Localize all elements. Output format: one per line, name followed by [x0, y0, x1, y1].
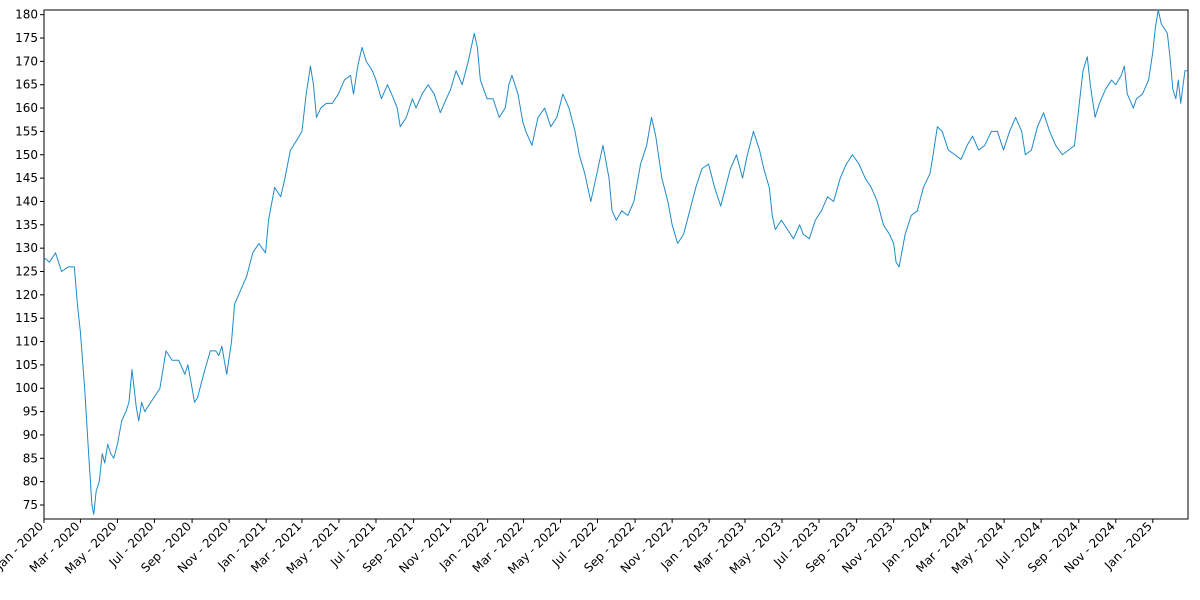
- y-tick-label: 125: [15, 265, 38, 279]
- y-tick-label: 115: [15, 311, 38, 325]
- series-line-0: [43, 9, 1188, 515]
- y-tick-label: 120: [15, 288, 38, 302]
- plot-frame: [43, 9, 1189, 520]
- y-tick-label: 90: [23, 428, 38, 442]
- y-tick-label: 150: [15, 148, 38, 162]
- y-tick-label: 135: [15, 218, 38, 232]
- y-tick-label: 130: [15, 241, 38, 255]
- y-tick-label: 80: [23, 475, 38, 489]
- plot-area: [43, 9, 1189, 520]
- y-tick-label: 105: [15, 358, 38, 372]
- y-tick-label: 110: [15, 335, 38, 349]
- y-tick-label: 95: [23, 405, 38, 419]
- y-axis: 75 80 85 90 95 100 105 110 115 120 125 130 135 140 145…: [15, 8, 44, 512]
- y-tick-label: 140: [15, 194, 38, 208]
- y-tick-label: 155: [15, 124, 38, 138]
- y-tick-label: 165: [15, 78, 38, 92]
- y-tick-label: 145: [15, 171, 38, 185]
- y-tick-label: 160: [15, 101, 38, 115]
- y-tick-label: 100: [15, 381, 38, 395]
- y-tick-label: 180: [15, 8, 38, 22]
- y-tick-label: 75: [23, 498, 38, 512]
- y-tick-label: 85: [23, 451, 38, 465]
- y-tick-label: 170: [15, 54, 38, 68]
- y-tick-label: 175: [15, 31, 38, 45]
